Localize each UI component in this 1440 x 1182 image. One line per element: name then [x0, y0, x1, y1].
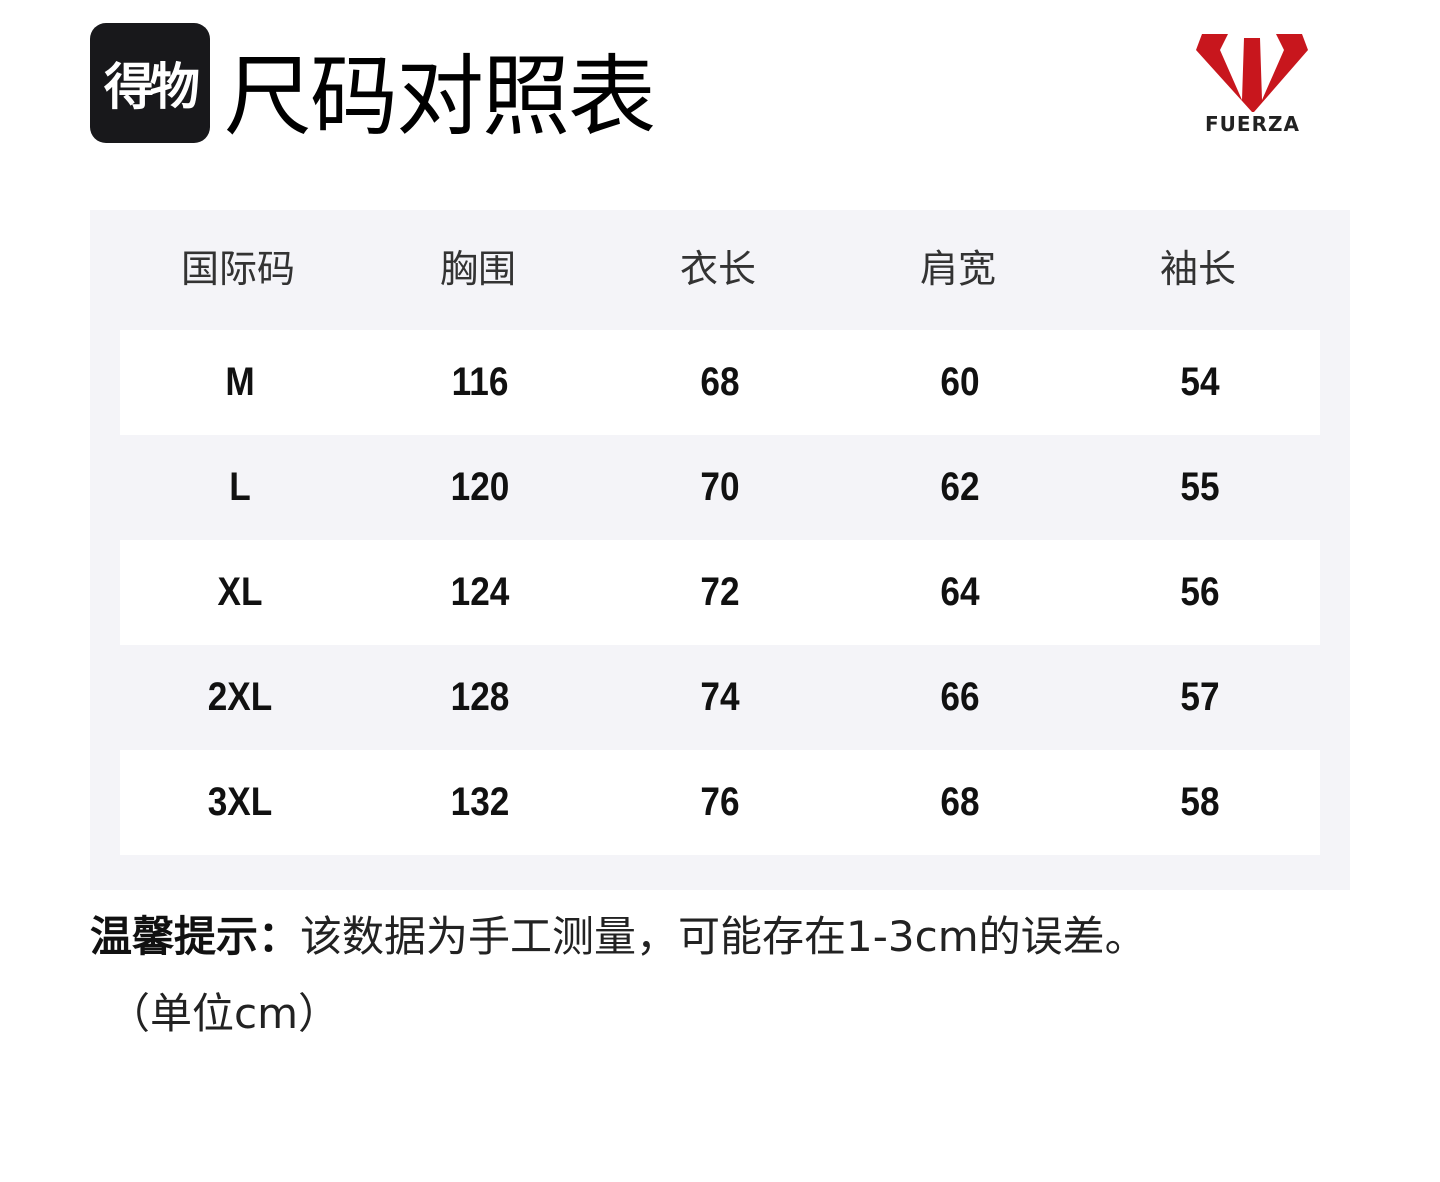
table-cell: 132 — [450, 780, 510, 824]
tip-label: 温馨提示： — [90, 912, 301, 961]
brand-name: FUERZA — [1205, 112, 1300, 136]
dewu-app-badge: 得物 — [90, 23, 210, 143]
table-cell: 62 — [940, 465, 980, 509]
table-cell: 68 — [940, 780, 980, 824]
table-cell: M — [225, 360, 255, 404]
table-cell: 68 — [700, 360, 740, 404]
table-cell: 70 — [700, 465, 740, 509]
fuerza-logo-icon — [1196, 34, 1308, 112]
table-cell: 74 — [700, 675, 740, 719]
table-cell: 76 — [700, 780, 740, 824]
unit-note: （单位cm） — [108, 989, 341, 1038]
table-cell: 57 — [1180, 675, 1220, 719]
size-table: 国际码 胸围 衣长 肩宽 袖长 M 116 68 60 54 L 120 70 62 55 XL 12… — [90, 210, 1350, 890]
table-row: M 116 68 60 54 — [120, 330, 1320, 435]
table-cell: 72 — [700, 570, 740, 614]
column-header: 胸围 — [439, 247, 516, 291]
table-cell: 55 — [1180, 465, 1220, 509]
tip-note: 温馨提示：该数据为手工测量，可能存在1-3cm的误差。 — [90, 905, 1147, 969]
column-header: 国际码 — [180, 247, 295, 291]
table-cell: 120 — [450, 465, 510, 509]
table-cell: 60 — [940, 360, 980, 404]
table-cell: 64 — [940, 570, 980, 614]
table-cell: 2XL — [207, 675, 273, 719]
column-header: 袖长 — [1159, 247, 1236, 291]
table-cell: 66 — [940, 675, 980, 719]
table-cell: 128 — [450, 675, 510, 719]
table-row: XL 124 72 64 56 — [120, 540, 1320, 645]
table-cell: 124 — [450, 570, 510, 614]
table-header: 国际码 胸围 衣长 肩宽 袖长 — [118, 210, 1318, 330]
table-cell: 56 — [1180, 570, 1220, 614]
page-title: 尺码对照表 — [224, 45, 656, 148]
table-cell: 116 — [451, 360, 509, 404]
table-cell: 58 — [1180, 780, 1220, 824]
table-row: 3XL 132 76 68 58 — [120, 750, 1320, 855]
column-header: 衣长 — [679, 247, 756, 291]
badge-text: 得物 — [104, 58, 200, 116]
table-cell: 3XL — [207, 780, 273, 824]
table-row: 2XL 128 74 66 57 — [120, 645, 1320, 750]
column-header: 肩宽 — [919, 247, 996, 291]
table-cell: L — [229, 465, 251, 509]
table-row: L 120 70 62 55 — [120, 435, 1320, 540]
table-cell: 54 — [1180, 360, 1220, 404]
tip-text: 该数据为手工测量，可能存在1-3cm的误差。 — [300, 912, 1147, 961]
table-cell: XL — [217, 570, 263, 614]
